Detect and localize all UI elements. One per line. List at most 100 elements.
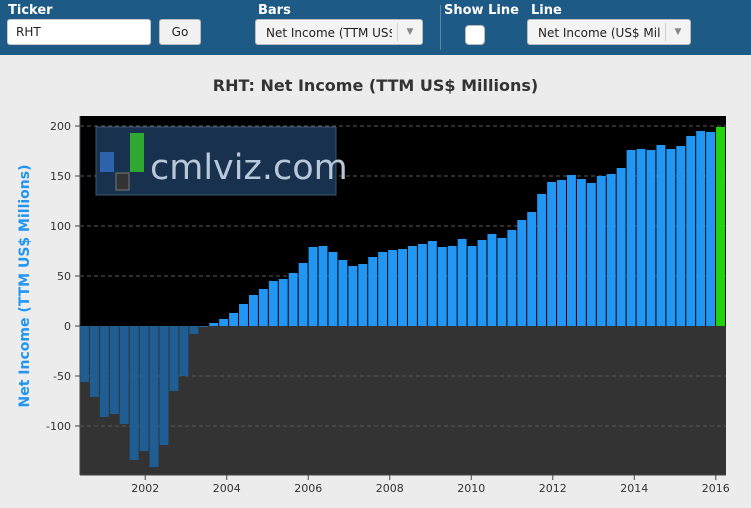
bar xyxy=(507,230,517,326)
bar xyxy=(139,326,149,451)
bar xyxy=(159,326,169,445)
bar xyxy=(586,183,596,326)
bar xyxy=(686,136,696,326)
bar xyxy=(497,238,507,326)
bar xyxy=(278,279,288,326)
bar xyxy=(417,244,427,326)
go-button[interactable]: Go xyxy=(159,19,201,45)
chevron-down-icon: ▼ xyxy=(665,23,690,41)
x-tick-label: 2014 xyxy=(620,482,648,495)
bar xyxy=(596,176,606,326)
chart-title: RHT: Net Income (TTM US$ Millions) xyxy=(212,76,539,95)
bar xyxy=(248,295,258,326)
y-tick-label: 100 xyxy=(50,220,71,233)
bars-select-value: Net Income (TTM US$ Millions) xyxy=(266,26,392,40)
bar xyxy=(169,326,179,391)
bar xyxy=(626,150,636,326)
bar xyxy=(99,326,109,417)
go-button-label: Go xyxy=(171,25,189,39)
line-select-value: Net Income (US$ Millions) xyxy=(538,26,660,40)
y-tick-label: 50 xyxy=(57,270,71,283)
bar xyxy=(328,252,338,326)
bar xyxy=(298,263,308,326)
bar xyxy=(576,179,586,326)
bar xyxy=(308,247,318,326)
y-tick-label: 0 xyxy=(64,320,71,333)
bar xyxy=(427,241,437,326)
bar xyxy=(268,281,278,326)
bar xyxy=(527,212,537,326)
bar xyxy=(398,249,407,326)
bar xyxy=(517,220,527,326)
bar xyxy=(219,319,229,326)
bar xyxy=(407,246,417,326)
bar xyxy=(606,174,616,326)
chevron-down-icon: ▼ xyxy=(397,23,422,41)
line-label: Line xyxy=(531,3,562,18)
bar xyxy=(368,257,378,326)
watermark: cmlviz.com xyxy=(95,126,348,196)
x-tick-label: 2006 xyxy=(294,482,322,495)
y-tick-label: -50 xyxy=(53,370,71,383)
show-line-label: Show Line xyxy=(444,3,519,18)
y-axis-label: Net Income (TTM US$ Millions) xyxy=(17,165,33,408)
x-tick-label: 2016 xyxy=(702,482,730,495)
bar xyxy=(129,326,139,460)
bar xyxy=(616,168,626,326)
show-line-checkbox[interactable] xyxy=(465,25,485,45)
y-tick-label: -100 xyxy=(46,420,71,433)
x-tick-label: 2012 xyxy=(539,482,567,495)
bar xyxy=(239,304,248,326)
bar xyxy=(348,266,358,326)
bar xyxy=(109,326,119,414)
bar xyxy=(89,326,99,397)
bar xyxy=(258,289,268,326)
bar xyxy=(557,180,566,326)
bar xyxy=(378,252,388,326)
bar xyxy=(537,194,547,326)
bars-label: Bars xyxy=(258,3,291,18)
ticker-input[interactable]: RHT xyxy=(7,19,151,45)
bar xyxy=(209,323,219,326)
bar xyxy=(119,326,129,424)
watermark-logo-icon xyxy=(100,133,144,191)
bar xyxy=(80,326,89,382)
axes: 200 150 100 50 0 -50 -100 2002 2004 2006 2008 2010 2… xyxy=(46,116,730,495)
bar xyxy=(358,264,368,326)
ticker-input-value: RHT xyxy=(16,25,41,39)
bar xyxy=(457,239,467,326)
bar xyxy=(229,313,239,326)
bar xyxy=(547,182,557,326)
bar xyxy=(477,240,487,326)
ticker-label: Ticker xyxy=(8,3,53,18)
x-tick-label: 2008 xyxy=(376,482,404,495)
y-tick-label: 200 xyxy=(50,120,71,133)
bar xyxy=(338,260,348,326)
bar xyxy=(388,250,398,326)
bar xyxy=(706,132,716,326)
bar xyxy=(149,326,159,467)
x-tick-label: 2004 xyxy=(213,482,241,495)
bars-group xyxy=(80,127,725,467)
bar xyxy=(646,150,656,326)
bar xyxy=(189,326,199,334)
y-tick-label: 150 xyxy=(50,170,71,183)
controls-divider xyxy=(440,5,441,50)
bar xyxy=(437,247,447,326)
bar xyxy=(636,149,646,326)
bar xyxy=(656,145,666,326)
bar xyxy=(716,127,725,326)
bar xyxy=(487,234,497,326)
watermark-text: cmlviz.com xyxy=(150,148,348,188)
bar xyxy=(467,246,477,326)
x-tick-label: 2002 xyxy=(131,482,159,495)
bar xyxy=(179,326,189,376)
bar xyxy=(696,131,706,326)
line-select[interactable]: Net Income (US$ Millions) ▼ xyxy=(527,19,691,45)
bar xyxy=(566,175,576,326)
bar xyxy=(676,146,686,326)
bar xyxy=(288,273,298,326)
bars-select[interactable]: Net Income (TTM US$ Millions) ▼ xyxy=(255,19,423,45)
bar xyxy=(447,246,457,326)
